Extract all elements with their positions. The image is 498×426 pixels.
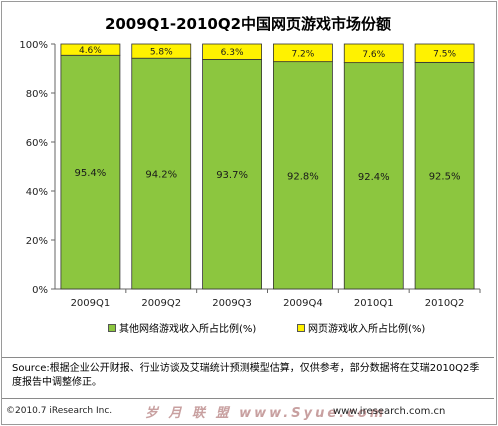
bar-other [202, 59, 262, 290]
footer-website: www.iresearch.com.cn [333, 406, 446, 417]
source-note: Source:根据企业公开财报、行业访谈及艾瑞统计预测模型估算，仅供参考，部分数… [12, 363, 480, 388]
chart-labels: 95.4% 4.6% 94.2% 5.8% 93.7% 6.3% 92.8% 7.2% 92.4… [75, 46, 461, 183]
footer-copyright: ©2010.7 iResearch Inc. [6, 406, 113, 416]
data-label-other: 93.7% [216, 170, 248, 181]
bar-webgame [60, 43, 121, 56]
data-label-other: 92.5% [429, 172, 461, 183]
chart-axes: 0% 20% 40% 60% 80% 100% 2009Q1 2009Q2 2009Q3 2009… [19, 40, 481, 309]
x-category-label: 2010Q1 [354, 298, 394, 309]
data-label-webgame: 6.3% [221, 48, 244, 58]
y-tick-label: 0% [32, 285, 48, 296]
bar-other [60, 54, 121, 290]
x-category-label: 2009Q1 [71, 298, 111, 309]
legend-label-webgame: 网页游戏收入所占比例(%) [308, 324, 426, 335]
footer-watermark: 岁 月 联 盟 www.Syue.com [145, 406, 387, 421]
bar-other [131, 57, 192, 290]
legend-swatch-other [108, 323, 116, 332]
bar-other [343, 62, 404, 290]
data-label-webgame: 5.8% [150, 48, 173, 58]
bar-webgame [131, 43, 192, 59]
data-label-webgame: 7.6% [362, 50, 385, 60]
separator-bottom [2, 398, 494, 399]
y-tick-label: 20% [26, 236, 48, 247]
y-tick-label: 40% [26, 187, 48, 198]
chart-bars [60, 43, 475, 290]
separator-top [2, 357, 494, 358]
bar-other [414, 61, 475, 290]
legend-label-other: 其他网络游戏收入所占比例(%) [119, 324, 257, 335]
y-tick-label: 60% [26, 138, 48, 149]
y-tick-label: 80% [26, 89, 48, 100]
data-label-other: 94.2% [145, 170, 177, 181]
bar-webgame [414, 43, 475, 63]
chart-title: 2009Q1-2010Q2中国网页游戏市场份额 [104, 15, 392, 33]
chart-legend: 其他网络游戏收入所占比例(%) 网页游戏收入所占比例(%) [0, 320, 496, 335]
legend-item-other: 其他网络游戏收入所占比例(%) [108, 320, 256, 335]
y-tick-label: 100% [19, 40, 48, 51]
bar-webgame [273, 43, 333, 63]
data-label-other: 92.8% [287, 171, 319, 182]
x-category-label: 2009Q3 [212, 298, 252, 309]
bar-other [273, 61, 333, 290]
x-category-label: 2009Q4 [283, 298, 323, 309]
data-label-webgame: 4.6% [79, 46, 102, 56]
x-category-label: 2009Q2 [141, 298, 181, 309]
legend-item-webgame: 网页游戏收入所占比例(%) [297, 320, 425, 335]
legend-swatch-webgame [297, 323, 305, 332]
bar-webgame [202, 43, 262, 60]
data-label-other: 92.4% [358, 172, 390, 183]
bar-webgame [343, 43, 404, 64]
data-label-webgame: 7.5% [433, 50, 456, 60]
data-label-webgame: 7.2% [291, 49, 314, 59]
x-category-label: 2010Q2 [425, 298, 465, 309]
data-label-other: 95.4% [75, 168, 107, 179]
